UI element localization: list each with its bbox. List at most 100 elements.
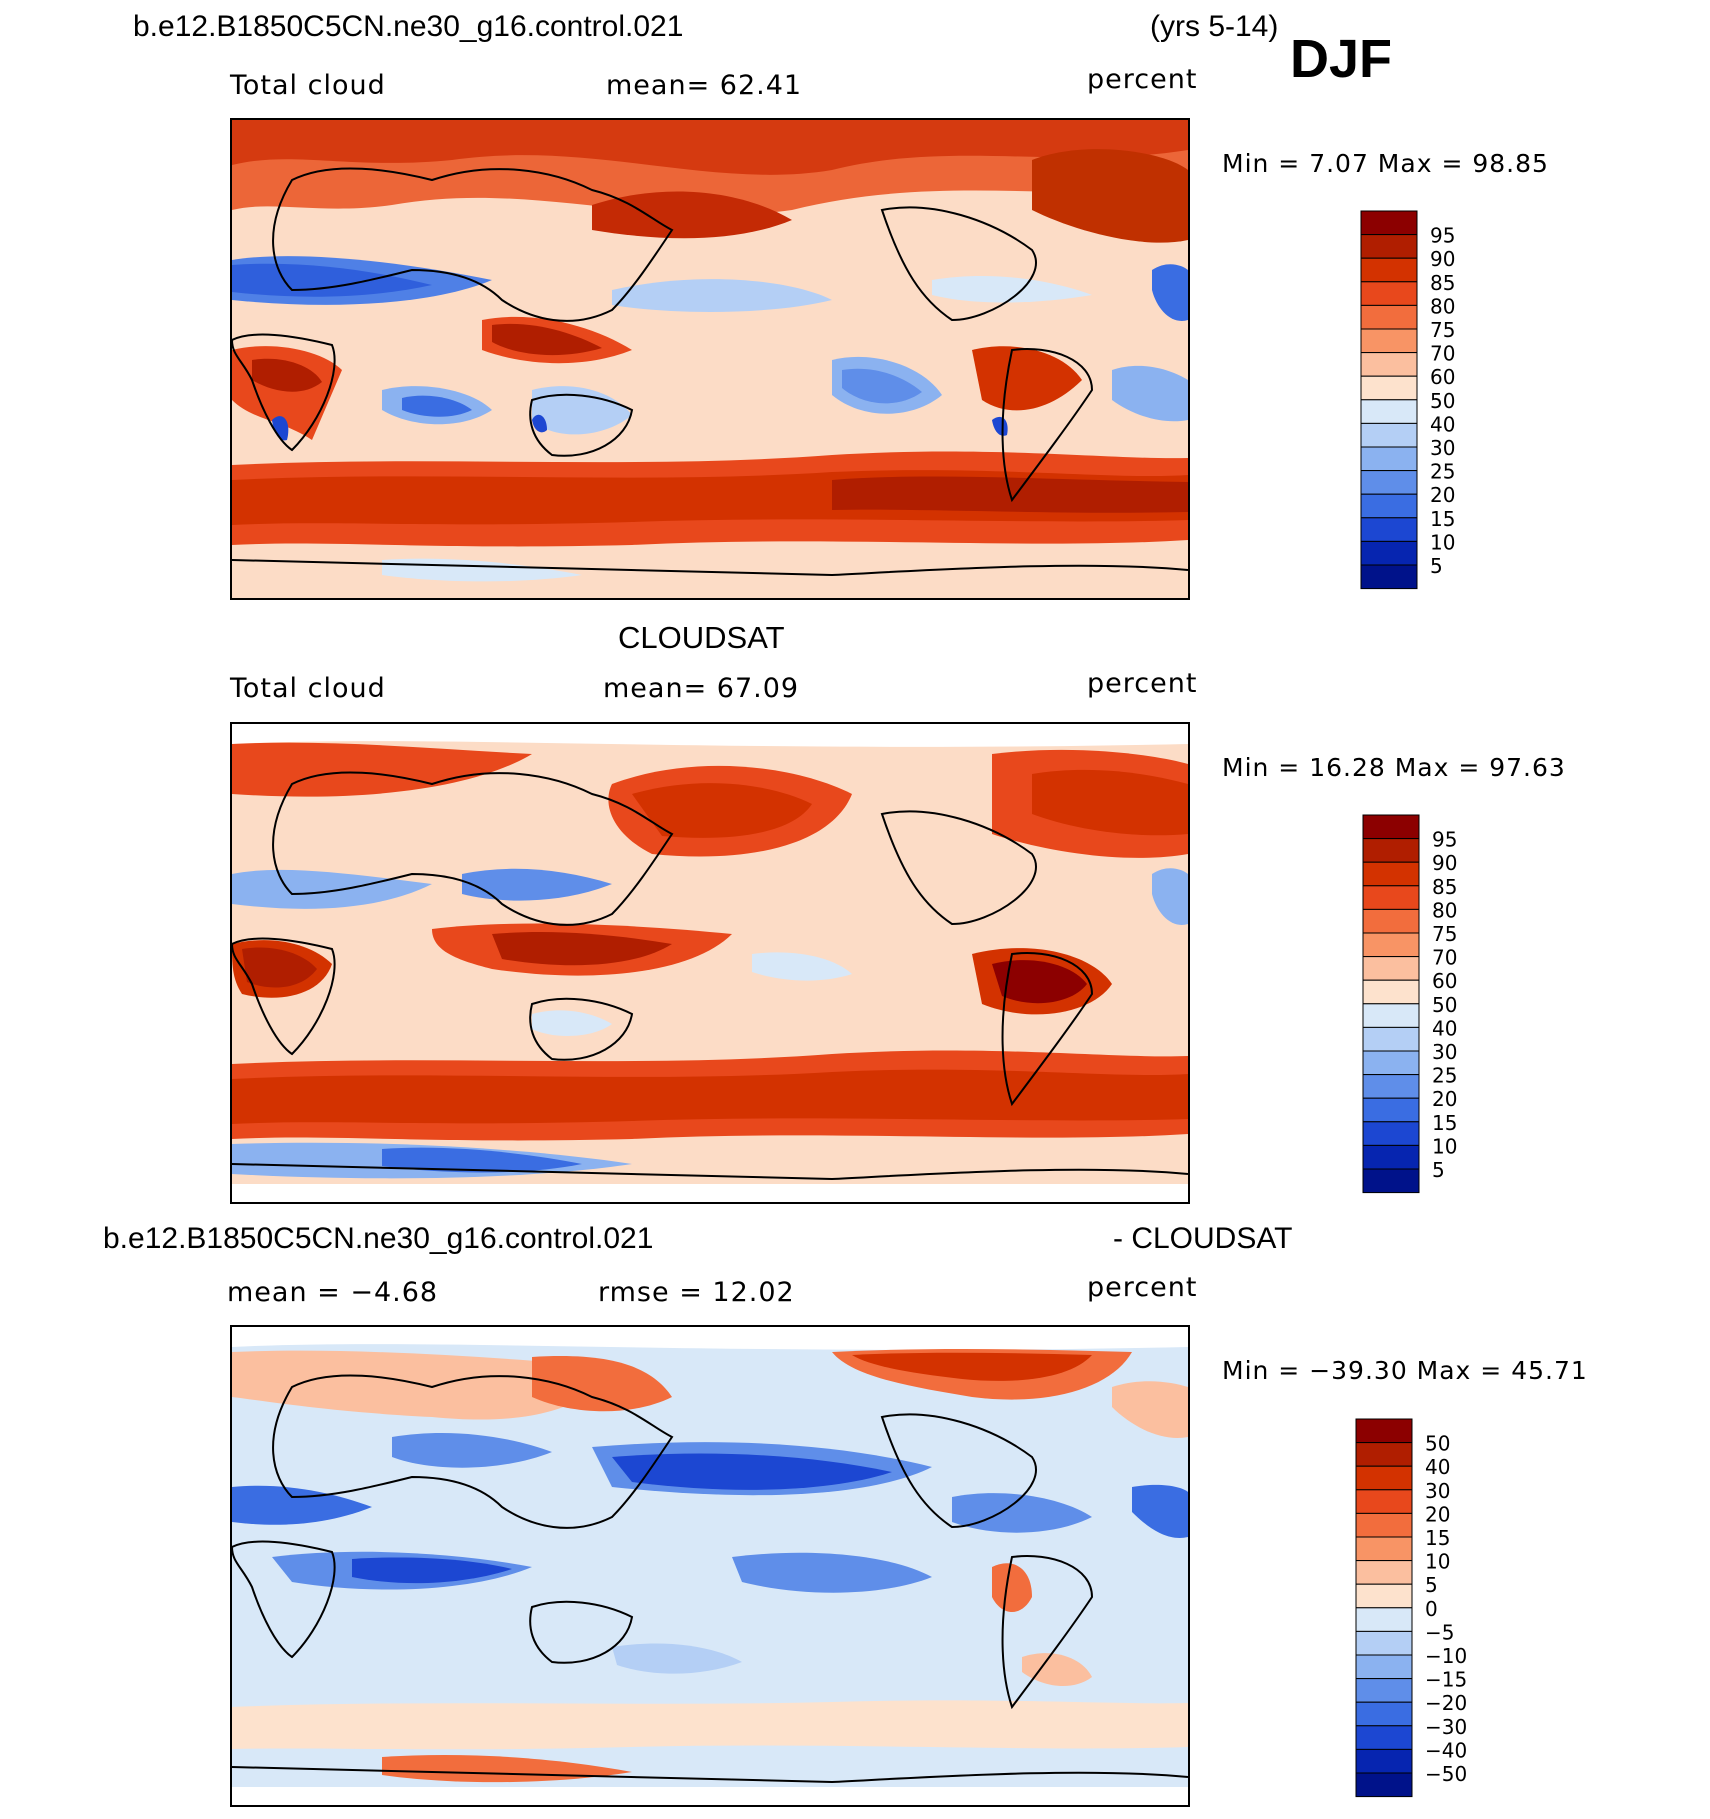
colorbar-label: 5: [1432, 1158, 1445, 1182]
panel2-variable-label: Total cloud: [230, 673, 386, 704]
colorbar-box: [1355, 1583, 1413, 1609]
colorbar-label: 70: [1430, 342, 1455, 366]
colorbar-label: 15: [1432, 1111, 1457, 1135]
colorbar-box: [1360, 281, 1418, 306]
colorbar-box: [1355, 1442, 1413, 1467]
colorbar-label: −15: [1425, 1668, 1467, 1692]
colorbar-label: 15: [1425, 1526, 1450, 1550]
colorbar-label: 5: [1425, 1573, 1438, 1597]
colorbar-box: [1362, 861, 1420, 887]
panel2-title: CLOUDSAT: [618, 620, 785, 655]
panel3-title-left: b.e12.B1850C5CN.ne30_g16.control.021: [103, 1222, 654, 1255]
panel3-colorbar: 50 40 30 20 15 10 5 0 −5 −10 −15 −20 −30 −40 −50: [1355, 1418, 1495, 1805]
colorbar-box: [1362, 1121, 1420, 1146]
colorbar-label: −30: [1425, 1715, 1467, 1739]
colorbar-label: −5: [1425, 1620, 1454, 1644]
panel1-map-svg: [232, 120, 1188, 598]
panel1-mean-label: mean= 62.41: [606, 70, 803, 101]
colorbar-box: [1355, 1465, 1413, 1491]
colorbar-box: [1355, 1772, 1413, 1798]
colorbar-label: 0: [1425, 1597, 1438, 1621]
panel3-mean-label: mean = −4.68: [227, 1277, 439, 1308]
panel3-map-svg: [232, 1327, 1188, 1805]
colorbar-box: [1355, 1725, 1413, 1750]
colorbar-label: 40: [1430, 412, 1455, 436]
colorbar-box: [1360, 257, 1418, 283]
colorbar-label: 50: [1425, 1432, 1450, 1456]
colorbar-box: [1362, 979, 1420, 1005]
colorbar-box: [1362, 1050, 1420, 1076]
panel2-minmax: Min = 16.28 Max = 97.63: [1222, 753, 1566, 782]
colorbar-label: 85: [1432, 875, 1457, 899]
colorbar-label: 75: [1432, 922, 1457, 946]
colorbar-label: 30: [1432, 1040, 1457, 1064]
colorbar-box: [1360, 564, 1418, 590]
colorbar-box: [1355, 1560, 1413, 1585]
colorbar-label: 90: [1432, 851, 1457, 875]
panel2-map: [230, 722, 1190, 1204]
colorbar-box: [1362, 932, 1420, 958]
colorbar-box: [1362, 1144, 1420, 1170]
colorbar-label: 40: [1432, 1016, 1457, 1040]
colorbar-label: 75: [1430, 318, 1455, 342]
panel2-mean-label: mean= 67.09: [603, 673, 800, 704]
colorbar-box: [1360, 399, 1418, 424]
colorbar-label: 70: [1432, 946, 1457, 970]
colorbar-box: [1362, 956, 1420, 981]
panel3-coastlines: [232, 1374, 1188, 1784]
colorbar-label: 60: [1430, 365, 1455, 389]
panel1-variable-label: Total cloud: [230, 70, 386, 101]
colorbar-box: [1360, 328, 1418, 354]
colorbar-box: [1355, 1536, 1413, 1562]
colorbar-label: −50: [1425, 1762, 1467, 1786]
colorbar-label: 95: [1430, 224, 1455, 248]
colorbar-label: 50: [1432, 993, 1457, 1017]
panel3-title-right: - CLOUDSAT: [1113, 1222, 1293, 1255]
colorbar-box: [1360, 375, 1418, 401]
colorbar-box: [1362, 814, 1420, 840]
colorbar-label: 15: [1430, 507, 1455, 531]
colorbar-label: 60: [1432, 969, 1457, 993]
colorbar-label: 30: [1425, 1479, 1450, 1503]
panel1-colorbar: 95 90 85 80 75 70 60 50 40 30 25 20 15 10 5: [1360, 210, 1500, 597]
case-name-title: b.e12.B1850C5CN.ne30_g16.control.021: [133, 10, 684, 43]
colorbar-label: 85: [1430, 271, 1455, 295]
colorbar-label: 10: [1432, 1134, 1457, 1158]
colorbar-box: [1360, 540, 1418, 566]
panel1-coastlines: [232, 167, 1188, 577]
colorbar-box: [1355, 1701, 1413, 1727]
panel2-coastlines: [232, 771, 1188, 1181]
colorbar-box: [1355, 1512, 1413, 1538]
colorbar-box: [1362, 1026, 1420, 1052]
colorbar-box: [1355, 1418, 1413, 1444]
colorbar-box: [1360, 422, 1418, 448]
colorbar-label: 50: [1430, 389, 1455, 413]
colorbar-label: 20: [1432, 1087, 1457, 1111]
colorbar-box: [1362, 1168, 1420, 1194]
colorbar-box: [1360, 493, 1418, 519]
panel3-rmse-label: rmse = 12.02: [598, 1277, 795, 1308]
season-label: DJF: [1290, 29, 1393, 89]
panel3-minmax: Min = −39.30 Max = 45.71: [1222, 1356, 1588, 1385]
panel1-units-label: percent: [1087, 64, 1198, 95]
colorbar-box: [1362, 1097, 1420, 1123]
panel2-map-svg: [232, 724, 1188, 1202]
panel2-colorbar: 95 90 85 80 75 70 60 50 40 30 25 20 15 10 5: [1362, 814, 1502, 1201]
colorbar-box: [1360, 234, 1418, 259]
colorbar-label: 20: [1425, 1502, 1450, 1526]
colorbar-box: [1362, 885, 1420, 910]
colorbar-box: [1355, 1489, 1413, 1514]
colorbar-box: [1355, 1748, 1413, 1774]
colorbar-label: 25: [1432, 1064, 1457, 1088]
panel2-units-label: percent: [1087, 668, 1198, 699]
colorbar-box: [1355, 1678, 1413, 1703]
colorbar-label: 40: [1425, 1455, 1450, 1479]
colorbar-box: [1355, 1607, 1413, 1632]
colorbar-label: 25: [1430, 460, 1455, 484]
colorbar-box: [1362, 908, 1420, 934]
colorbar-label: 10: [1430, 530, 1455, 554]
colorbar-box: [1360, 517, 1418, 542]
